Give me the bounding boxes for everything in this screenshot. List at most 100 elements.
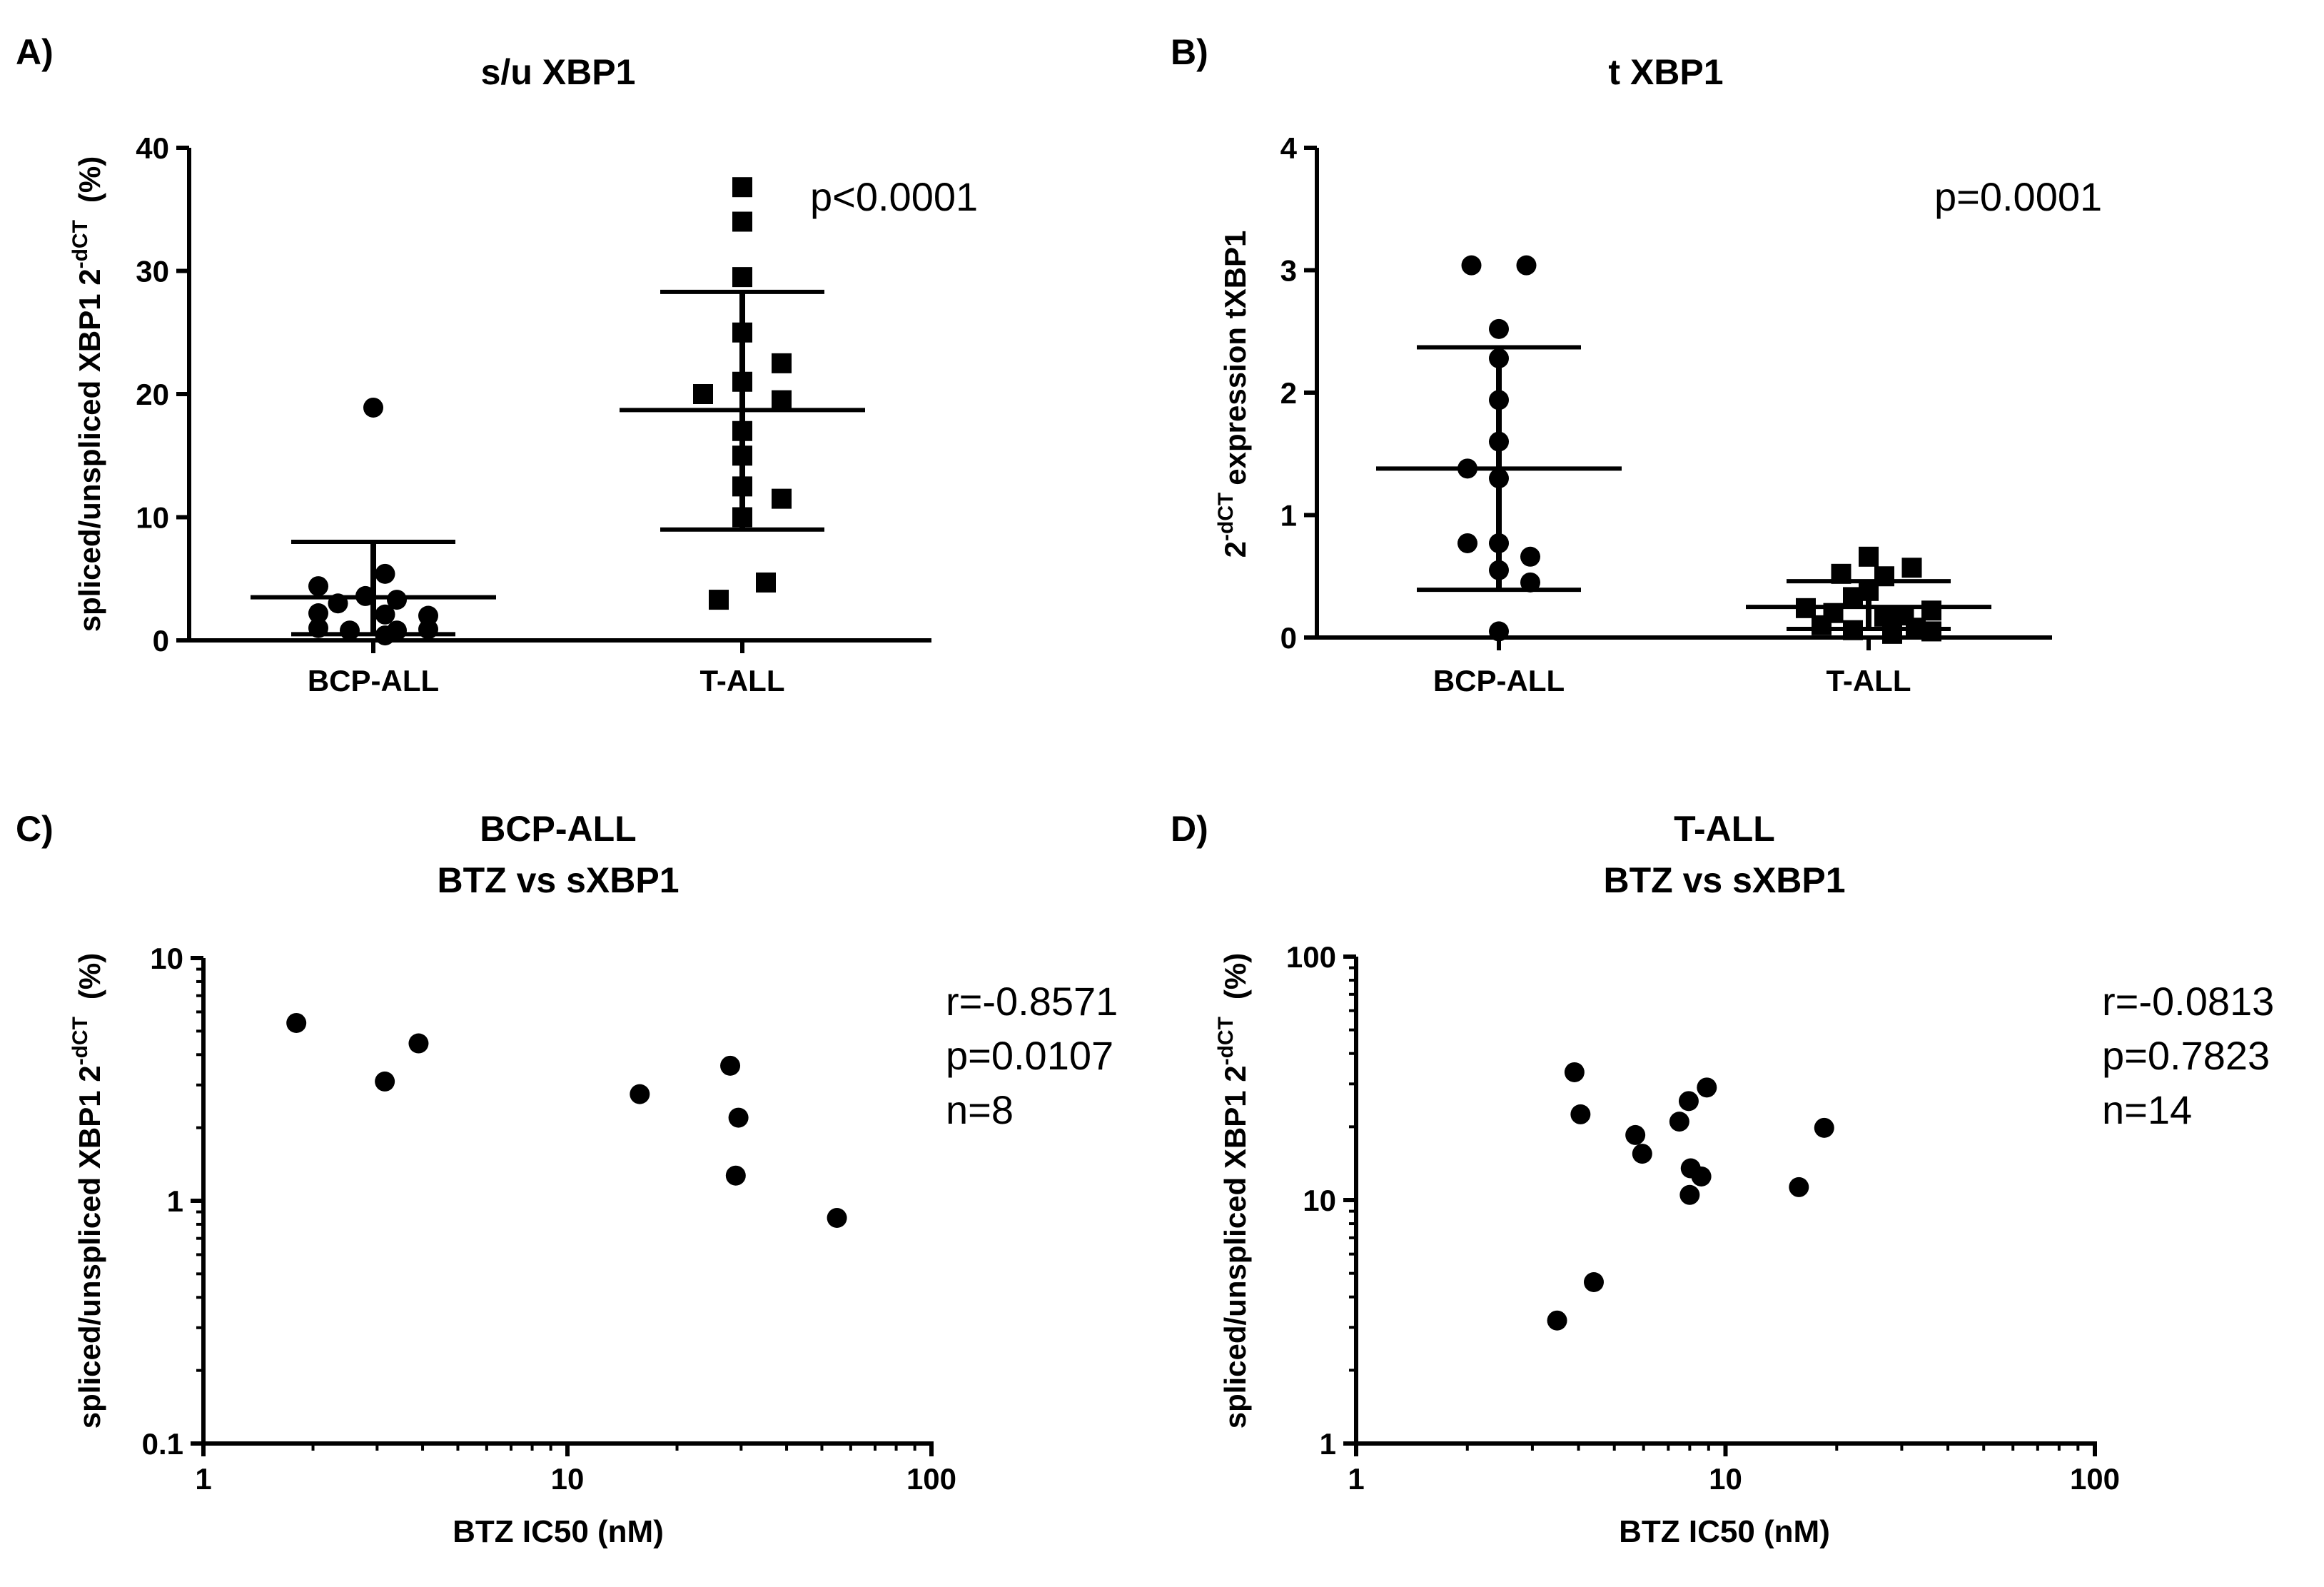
panel-d-title-line-2: BTZ vs sXBP1 [1603, 860, 1845, 900]
panel-c-point [630, 1084, 650, 1104]
panel-d-x-tick-label: 10 [1709, 1462, 1742, 1496]
panel-a-y-tick-label: 0 [153, 624, 169, 658]
panel-d-point [1814, 1117, 1834, 1138]
panel-a-point-circle [375, 563, 395, 584]
panel-a-point-circle [308, 576, 328, 597]
panel-b-point-square [1901, 558, 1922, 578]
panel-d-point [1632, 1144, 1652, 1164]
panel-d-p-value: p=0.7823 [2102, 1033, 2270, 1078]
panel-c-x-tick-label: 100 [906, 1462, 956, 1496]
panel-d-point [1679, 1184, 1700, 1205]
panel-d-point [1789, 1177, 1809, 1197]
panel-a-point-square [732, 177, 752, 198]
panel-d-point [1547, 1310, 1567, 1331]
panel-d-x-tick-label: 100 [2070, 1462, 2120, 1496]
panel-a-y-ticks: 0 10 20 30 40 [136, 131, 189, 658]
panel-b-y-ticks: 0 1 2 3 4 [1280, 131, 1317, 655]
panel-a-point-circle [363, 397, 383, 418]
panel-a-point-square [756, 572, 776, 593]
panel-c-label: C) [16, 809, 54, 849]
panel-c-ylabel-tail: (%) [73, 953, 106, 999]
panel-d-ylabel-main: spliced/unspliced XBP1 2 [1218, 1065, 1252, 1429]
panel-d-label: D) [1171, 809, 1208, 849]
panel-d-ylabel-tail: (%) [1218, 953, 1252, 999]
panel-b-ylabel-main: expression tXBP1 [1218, 231, 1252, 485]
panel-b-point-square [1843, 587, 1863, 608]
panel-a-point-square [732, 267, 752, 288]
panel-a-point-square [772, 390, 792, 410]
panel-a-point-circle [308, 603, 328, 624]
panel-c-point [286, 1012, 307, 1033]
panel-c-point [827, 1207, 847, 1228]
panel-d-ylabel-sup: -dCT [1214, 1017, 1238, 1065]
panel-b-point-square [1812, 615, 1832, 635]
panel-a-ylabel-tail: (%) [73, 156, 106, 203]
panel-c-ylabel-sup: -dCT [69, 1017, 92, 1065]
panel-a-y-tick-label: 30 [136, 255, 169, 288]
panel-b-y-tick-label: 1 [1280, 499, 1297, 533]
panel-b-point-circle [1461, 255, 1482, 276]
panel-d-r-value: r=-0.0813 [2102, 979, 2274, 1024]
panel-a-ylabel-sup: -dCT [69, 220, 92, 268]
panel-b-error-bars [1376, 345, 1991, 631]
panel-d-point [1669, 1112, 1689, 1132]
panel-c-points [286, 1012, 847, 1228]
panel-c-y-tick-label: 1 [167, 1184, 183, 1218]
panel-b-categories: BCP-ALL T-ALL [1433, 664, 1911, 697]
panel-c-title-line-2: BTZ vs sXBP1 [437, 860, 679, 900]
panel-b-point-circle [1516, 255, 1537, 276]
panel-a-point-circle [387, 590, 407, 610]
panel-d-point [1697, 1077, 1717, 1098]
panel-b-category-bcp-all: BCP-ALL [1433, 664, 1565, 697]
panel-c-r-value: r=-0.8571 [946, 979, 1118, 1024]
panel-c-point [408, 1033, 429, 1054]
panel-b-point-square [1859, 546, 1879, 567]
panel-c-point [720, 1055, 741, 1076]
panel-d-x-axis-title: BTZ IC50 (nM) [1619, 1514, 1830, 1549]
panel-d-y-tick-label: 1 [1320, 1427, 1336, 1461]
panel-d-title-line-1: T-ALL [1674, 809, 1775, 849]
panel-d-x-tick-label: 1 [1348, 1462, 1364, 1496]
panel-c-point [728, 1107, 749, 1128]
panel-a-title: s/u XBP1 [481, 52, 636, 92]
panel-c-y-axis-title: spliced/unspliced XBP1 2-dCT (%) [69, 953, 106, 1429]
panel-d-points [1547, 1062, 1834, 1331]
panel-b-y-axis-title: 2-dCT expression tXBP1 [1214, 231, 1252, 558]
panel-b-point-circle [1457, 533, 1477, 553]
panel-a-label: A) [16, 32, 54, 72]
panel-a-category-bcp-all: BCP-ALL [308, 664, 439, 697]
panel-a-y-tick-label: 40 [136, 131, 169, 165]
panel-b-point-square [1921, 600, 1941, 621]
panel-d-point [1678, 1091, 1699, 1112]
panel-c-p-value: p=0.0107 [946, 1033, 1113, 1078]
panel-b-y-tick-label: 3 [1280, 254, 1297, 288]
panel-d-point [1691, 1166, 1712, 1187]
panel-a-point-square [693, 384, 713, 404]
panel-d-y-axis-title: spliced/unspliced XBP1 2-dCT (%) [1214, 953, 1252, 1429]
panel-a-category-t-all: T-ALL [700, 664, 785, 697]
panel-b-y-tick-label: 0 [1280, 621, 1297, 655]
panel-c-ylabel-main: spliced/unspliced XBP1 2 [73, 1065, 106, 1429]
panel-c-point [725, 1165, 746, 1186]
panel-d-n-value: n=14 [2102, 1087, 2192, 1132]
panel-b-ylabel-sup: -dCT [1214, 493, 1238, 541]
panel-a-point-circle [340, 620, 360, 641]
panel-c-x-tick-label: 10 [551, 1462, 585, 1496]
panel-b-point-circle [1520, 546, 1540, 567]
panel-c-x-tick-label: 1 [195, 1462, 211, 1496]
panel-a-y-tick-label: 10 [136, 501, 169, 535]
panel-d-y-tick-label: 100 [1286, 940, 1336, 974]
panel-a-y-tick-label: 20 [136, 378, 169, 411]
panel-a-point-square [772, 488, 792, 509]
panel-b-category-t-all: T-ALL [1827, 664, 1911, 697]
panel-c-x-axis-title: BTZ IC50 (nM) [453, 1514, 664, 1549]
panel-d: D) T-ALL BTZ vs sXBP1 spliced/unspliced … [1171, 809, 2274, 1549]
panel-b-point-circle [1520, 572, 1540, 593]
panel-c-y-tick-label: 0.1 [142, 1427, 183, 1461]
panel-d-point [1625, 1124, 1646, 1145]
panel-a-y-axis-title: spliced/unspliced XBP1 2-dCT (%) [69, 156, 106, 632]
panel-c-y-tick-label: 10 [150, 942, 183, 975]
